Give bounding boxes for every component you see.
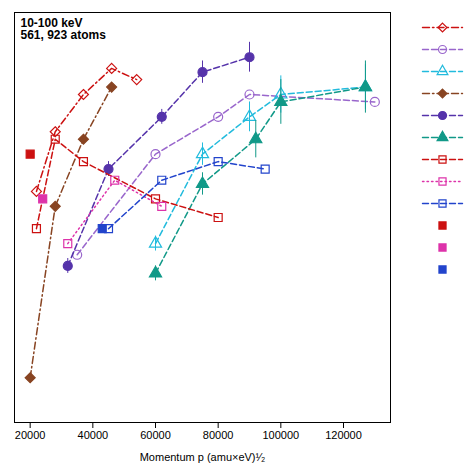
svg-text:Momentum p (amu×eV)¹⁄₂: Momentum p (amu×eV)¹⁄₂ [140, 451, 266, 463]
svg-text:100000: 100000 [262, 429, 299, 441]
svg-text:20000: 20000 [15, 429, 46, 441]
svg-text:40000: 40000 [78, 429, 109, 441]
svg-text:80000: 80000 [203, 429, 234, 441]
svg-text:120000: 120000 [325, 429, 362, 441]
svg-text:10-100 keV561, 923 atoms: 10-100 keV561, 923 atoms [21, 16, 107, 42]
svg-text:60000: 60000 [140, 429, 171, 441]
